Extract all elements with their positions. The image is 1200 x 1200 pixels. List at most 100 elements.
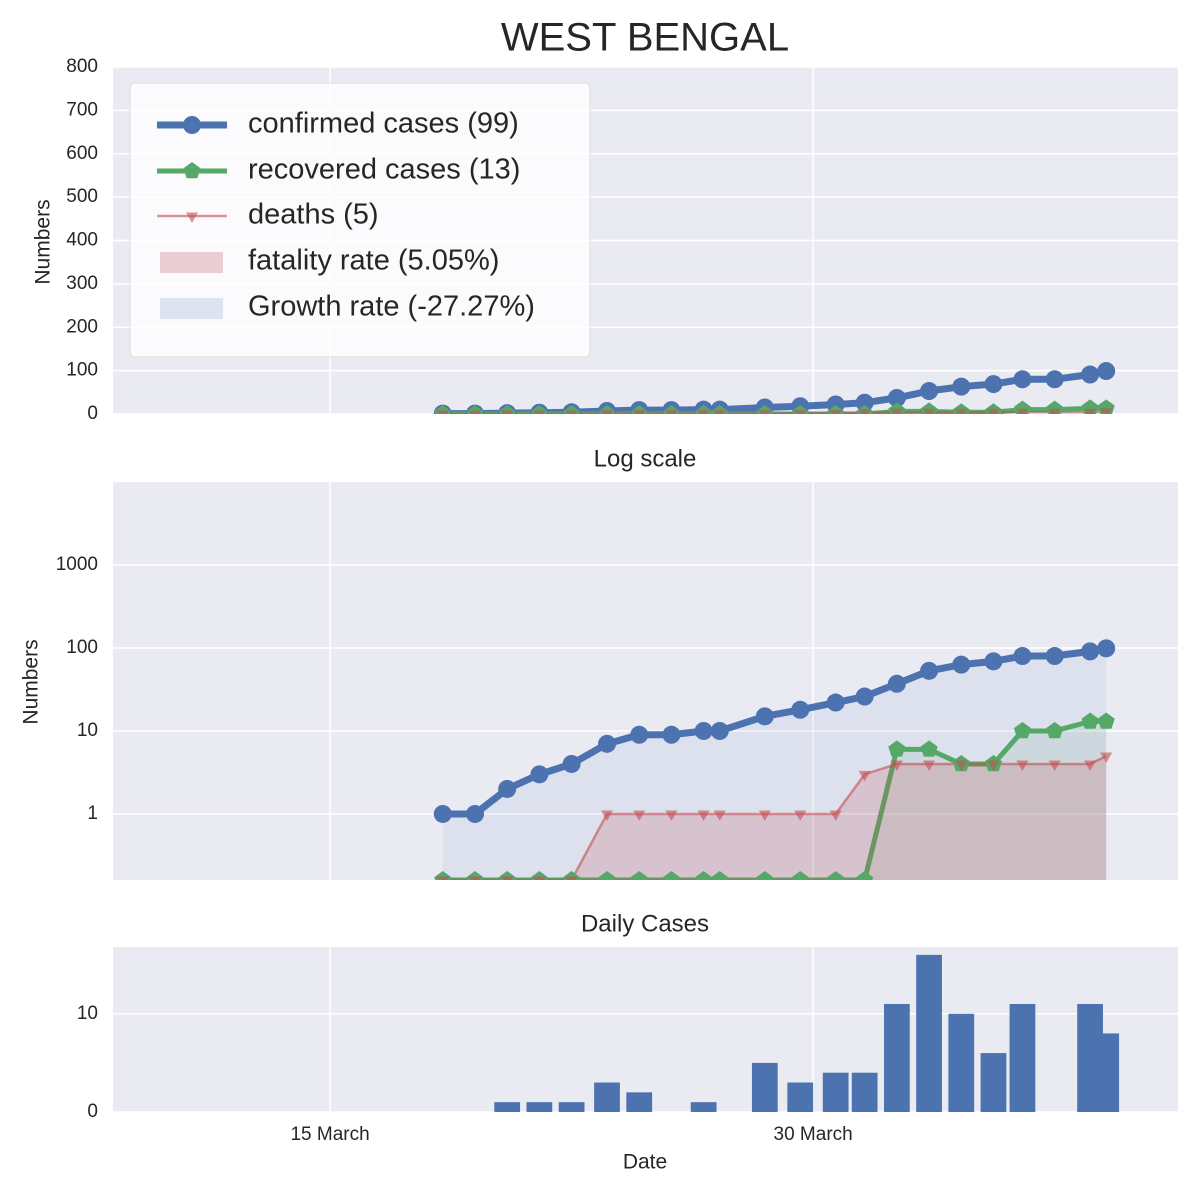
marker xyxy=(468,410,482,414)
area-fill xyxy=(442,648,1107,880)
marker xyxy=(436,410,449,414)
marker xyxy=(1048,760,1061,771)
marker xyxy=(855,687,874,706)
marker xyxy=(598,734,617,753)
marker xyxy=(829,810,842,821)
bar xyxy=(626,1092,653,1112)
marker xyxy=(1097,362,1116,381)
y-tick-label: 0 xyxy=(87,403,98,424)
marker xyxy=(630,725,649,744)
y-tick-label: 10 xyxy=(77,1003,98,1024)
y-tick-label: 100 xyxy=(66,360,98,381)
marker xyxy=(565,410,578,414)
marker xyxy=(695,871,713,880)
marker xyxy=(791,871,809,880)
marker xyxy=(1016,408,1029,414)
marker xyxy=(694,721,713,740)
marker xyxy=(1013,370,1032,389)
marker xyxy=(1048,408,1061,414)
marker xyxy=(922,760,936,771)
series-line xyxy=(442,410,1107,414)
marker xyxy=(710,721,729,740)
marker xyxy=(598,871,616,880)
chart-title: WEST BENGAL xyxy=(501,16,789,60)
marker xyxy=(890,760,903,771)
marker xyxy=(1081,712,1099,729)
marker xyxy=(829,410,842,414)
marker xyxy=(1100,752,1113,763)
marker xyxy=(987,408,1000,414)
marker xyxy=(890,408,903,414)
legend-box xyxy=(129,82,591,358)
marker xyxy=(1081,365,1100,384)
marker xyxy=(827,871,845,880)
marker xyxy=(1045,647,1064,666)
marker xyxy=(791,700,810,719)
marker xyxy=(1084,760,1097,771)
marker xyxy=(955,408,968,414)
marker xyxy=(826,693,845,712)
marker xyxy=(697,410,710,414)
y-axis-label: Numbers xyxy=(32,199,55,284)
plot-layer xyxy=(433,362,1116,414)
marker xyxy=(755,707,774,726)
marker xyxy=(713,810,726,821)
x-tick-label: 30 March xyxy=(774,1124,853,1145)
marker xyxy=(887,388,906,407)
y-tick-label: 300 xyxy=(66,273,98,294)
marker xyxy=(1100,408,1113,414)
bar xyxy=(883,1003,910,1112)
bar xyxy=(751,1062,778,1112)
bar xyxy=(594,1082,620,1112)
panel-title: Daily Cases xyxy=(581,910,709,937)
bar xyxy=(822,1072,849,1112)
marker xyxy=(465,804,484,823)
plot-layer xyxy=(433,639,1116,880)
y-tick-label: 1000 xyxy=(56,554,98,575)
marker xyxy=(711,871,729,880)
y-tick-label: 500 xyxy=(66,186,98,207)
marker xyxy=(858,409,871,414)
y-tick-label: 700 xyxy=(66,99,98,120)
area-fill xyxy=(442,755,1107,880)
bar xyxy=(494,1102,521,1112)
bar xyxy=(916,954,942,1112)
marker xyxy=(662,725,681,744)
marker xyxy=(533,876,546,880)
series-line xyxy=(442,754,1107,880)
bar xyxy=(948,1013,975,1112)
marker xyxy=(758,410,771,414)
legend-label: confirmed cases (99) xyxy=(248,108,519,140)
panel-title: Log scale xyxy=(594,445,697,472)
marker xyxy=(630,871,648,880)
legend-patch xyxy=(160,298,223,319)
marker xyxy=(600,410,614,414)
area-fill xyxy=(442,721,1107,880)
marker xyxy=(984,652,1003,671)
bar xyxy=(787,1082,814,1112)
y-tick-label: 10 xyxy=(77,720,98,741)
marker xyxy=(920,382,939,401)
marker xyxy=(952,377,971,396)
marker xyxy=(665,410,678,414)
marker xyxy=(1084,408,1097,414)
y-tick-label: 600 xyxy=(66,143,98,164)
marker xyxy=(922,408,936,414)
marker xyxy=(855,393,874,412)
legend-label: recovered cases (13) xyxy=(248,154,520,186)
bar xyxy=(1093,1033,1120,1112)
series-line xyxy=(442,719,1107,880)
marker xyxy=(633,810,646,821)
marker xyxy=(1013,721,1032,739)
y-tick-label: 0 xyxy=(87,1101,98,1122)
marker xyxy=(533,410,546,414)
marker xyxy=(562,754,581,773)
marker xyxy=(501,876,514,880)
legend-patch xyxy=(160,252,223,273)
marker xyxy=(794,410,807,414)
marker xyxy=(758,810,771,821)
series-line xyxy=(442,405,1107,414)
marker xyxy=(468,876,482,880)
legend-label: Growth rate (-27.27%) xyxy=(248,291,535,323)
y-tick-label: 1 xyxy=(87,803,98,824)
